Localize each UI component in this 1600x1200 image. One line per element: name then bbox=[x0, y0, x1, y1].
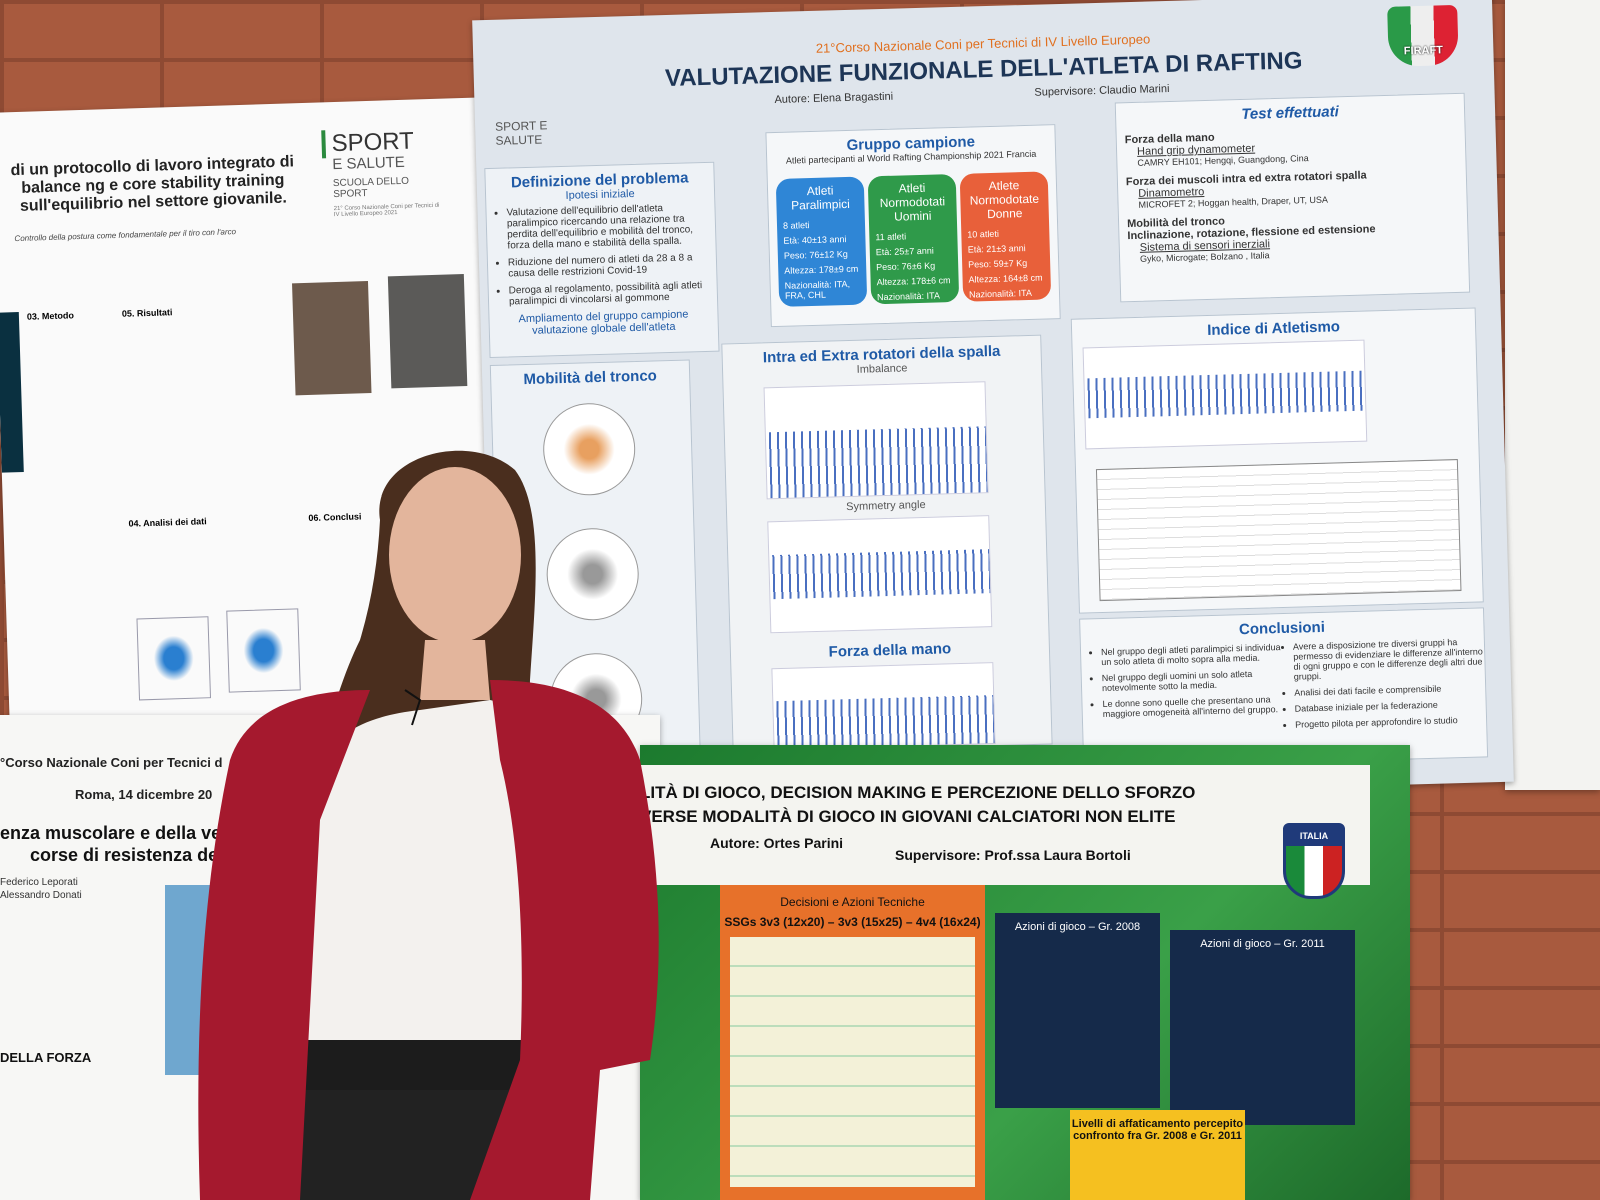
fatigue-panel: Livelli di affaticamento percepito confr… bbox=[1070, 1110, 1245, 1200]
table-subtitle: SSGs 3v3 (12x20) – 3v3 (15x25) – 4v4 (16… bbox=[724, 915, 981, 929]
title: corse di resistenza de bbox=[30, 845, 219, 865]
radar-panel: Azioni di gioco – Gr. 2008 bbox=[995, 913, 1160, 1108]
title: LITÀ DI GIOCO, DECISION MAKING E PERCEZI… bbox=[640, 783, 1196, 802]
necklace bbox=[404, 689, 422, 726]
badge-label: ITALIA bbox=[1286, 826, 1342, 846]
radar-title: Azioni di gioco – Gr. 2011 bbox=[1200, 938, 1325, 950]
title: enza muscolare e della ve bbox=[0, 823, 222, 843]
jacket-left bbox=[198, 690, 370, 1200]
face bbox=[389, 467, 521, 643]
fatigue-title: Livelli di affaticamento percepito confr… bbox=[1071, 1118, 1244, 1142]
course: °Corso Nazionale Coni per Tecnici d bbox=[0, 755, 223, 770]
radar-panel: Azioni di gioco – Gr. 2011 bbox=[1170, 930, 1355, 1125]
right-poster bbox=[1505, 0, 1600, 790]
author: Alessandro Donati bbox=[0, 890, 82, 901]
belt bbox=[280, 1040, 590, 1090]
table-panel: Decisioni e Azioni Tecniche SSGs 3v3 (12… bbox=[720, 885, 985, 1200]
author: Federico Leporati bbox=[0, 877, 78, 888]
title-band bbox=[640, 765, 1370, 885]
bottom-poster: LITÀ DI GIOCO, DECISION MAKING E PERCEZI… bbox=[640, 745, 1410, 1200]
table-image bbox=[730, 937, 975, 1187]
supervisor: Supervisore: Prof.ssa Laura Bortoli bbox=[895, 847, 1131, 863]
section: DELLA FORZA bbox=[0, 1050, 92, 1065]
title: VERSE MODALITÀ DI GIOCO IN GIOVANI CALCI… bbox=[640, 807, 1176, 826]
neck bbox=[420, 640, 490, 700]
date: Roma, 14 dicembre 20 bbox=[75, 787, 213, 802]
badge: ITALIA bbox=[1283, 823, 1345, 899]
radar-title: Azioni di gioco – Gr. 2008 bbox=[1014, 921, 1141, 933]
author: Autore: Ortes Parini bbox=[710, 835, 844, 851]
jacket-right bbox=[470, 680, 659, 1200]
table-title: Decisioni e Azioni Tecniche bbox=[780, 895, 925, 909]
